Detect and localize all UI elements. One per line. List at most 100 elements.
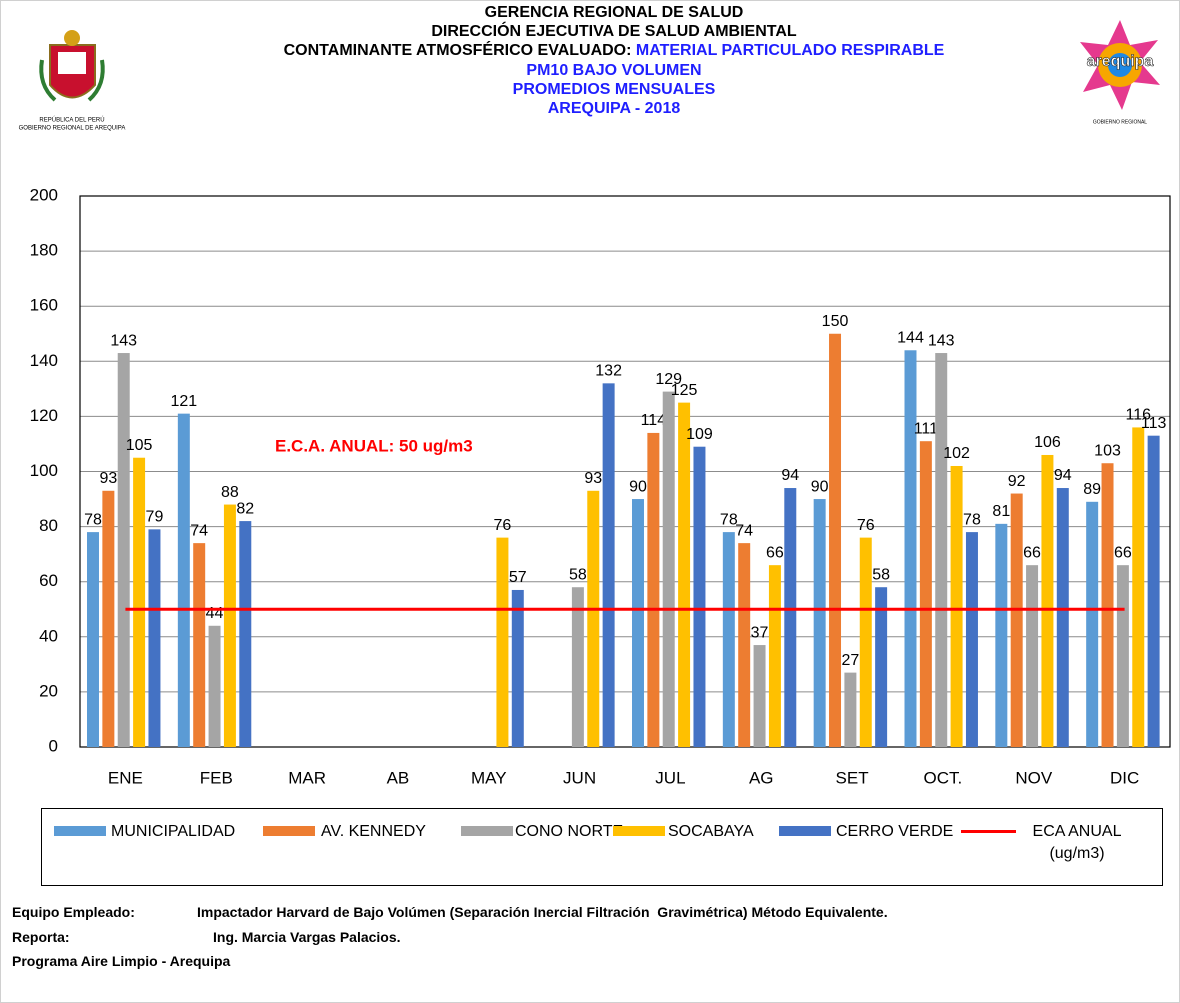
bar (768, 565, 781, 747)
data-label: 144 (897, 329, 924, 346)
bar (965, 532, 978, 747)
note-text: Ing. Marcia Vargas Palacios. (213, 929, 401, 945)
data-label: 58 (569, 566, 587, 583)
x-tick-label: JUN (563, 768, 596, 787)
data-label: 105 (126, 437, 153, 454)
logo-text: REPÚBLICA DEL PERÚ (39, 117, 104, 124)
data-label: 78 (963, 511, 981, 528)
bar (1116, 565, 1129, 747)
legend-label: ECA ANUAL (ug/m3) (1032, 823, 1122, 862)
note-label: Reporta: (12, 929, 70, 945)
legend-label: CERRO VERDE (836, 823, 954, 840)
x-tick-label: FEB (200, 768, 233, 787)
legend-swatch (263, 826, 315, 836)
bar (148, 529, 161, 747)
bar (1056, 488, 1069, 747)
y-tick-label: 20 (39, 681, 58, 700)
chart-title: GERENCIA REGIONAL DE SALUD (485, 4, 744, 21)
data-label: 143 (110, 332, 137, 349)
y-tick-label: 60 (39, 571, 58, 590)
note-label: Equipo Empleado: (12, 904, 135, 920)
bar (753, 645, 766, 747)
legend-swatch (461, 826, 513, 836)
y-tick-label: 180 (30, 241, 58, 260)
data-label: 94 (781, 467, 799, 484)
legend-swatch (613, 826, 665, 836)
annotation: E.C.A. ANUAL: 50 ug/m3 (275, 436, 473, 455)
bar (722, 532, 735, 747)
data-label: 57 (509, 569, 527, 586)
data-label: 116 (1126, 407, 1152, 424)
data-label: 66 (1023, 544, 1041, 561)
data-label: 78 (84, 511, 102, 528)
bar (693, 446, 706, 747)
bar (935, 353, 948, 747)
x-tick-label: AG (749, 768, 774, 787)
bar (784, 488, 797, 747)
data-label: 88 (221, 484, 239, 501)
data-label: 37 (751, 624, 769, 641)
x-tick-label: JUL (655, 768, 685, 787)
data-label: 58 (872, 566, 890, 583)
data-label: 92 (1008, 473, 1026, 490)
logo-text: GOBIERNO REGIONAL (1093, 119, 1147, 125)
bar (177, 413, 190, 747)
bar (1147, 435, 1160, 747)
plot-border (79, 195, 1171, 748)
bar (239, 521, 252, 747)
arequipa-logo (1080, 20, 1160, 110)
bar (1086, 501, 1099, 747)
bar (496, 537, 509, 747)
data-label: 89 (1083, 481, 1101, 498)
x-tick-label: DIC (1110, 768, 1139, 787)
data-label: 102 (943, 445, 970, 462)
bar (859, 537, 872, 747)
data-label: 114 (641, 412, 667, 429)
y-tick-label: 0 (49, 736, 58, 755)
data-label: 76 (857, 517, 875, 534)
data-label: 129 (655, 371, 682, 388)
bar (1101, 463, 1114, 747)
bar (950, 465, 963, 747)
bar (813, 499, 826, 747)
data-label: 78 (720, 511, 738, 528)
bar (829, 333, 842, 747)
bar (223, 504, 236, 747)
data-label: 93 (584, 470, 602, 487)
legend-label: CONO NORTE (515, 823, 624, 840)
data-label: 113 (1141, 415, 1167, 432)
data-label: 150 (822, 313, 849, 330)
legend-label: MUNICIPALIDAD (111, 823, 236, 840)
data-label: 81 (992, 503, 1010, 520)
chart-title: CONTAMINANTE ATMOSFÉRICO EVALUADO: MATER… (284, 40, 945, 59)
data-label: 103 (1094, 442, 1121, 459)
y-tick-label: 100 (30, 461, 58, 480)
chart-subtitle: MATERIAL PARTICULADO RESPIRABLE (636, 42, 945, 59)
data-label: 111 (914, 420, 938, 437)
data-label: 90 (811, 478, 829, 495)
logo-text: arequipa (1087, 53, 1154, 70)
bar (844, 672, 857, 747)
bar (662, 391, 675, 747)
x-tick-label: ENE (108, 768, 143, 787)
bar (678, 402, 691, 747)
chart-subtitle: AREQUIPA - 2018 (548, 100, 681, 117)
x-tick-label: AB (387, 768, 410, 787)
data-label: 82 (236, 500, 254, 517)
data-label: 121 (170, 393, 197, 410)
bar (904, 350, 917, 747)
data-label: 143 (928, 332, 955, 349)
bar (193, 543, 206, 747)
data-label: 76 (494, 517, 512, 534)
peru-emblem (39, 30, 105, 102)
legend-swatch (54, 826, 106, 836)
data-label: 109 (686, 426, 713, 443)
bar (738, 543, 751, 747)
bar (1010, 493, 1023, 747)
bar (632, 499, 644, 747)
y-tick-label: 200 (30, 185, 58, 204)
data-label: 90 (629, 478, 647, 495)
x-tick-label: NOV (1015, 768, 1053, 787)
